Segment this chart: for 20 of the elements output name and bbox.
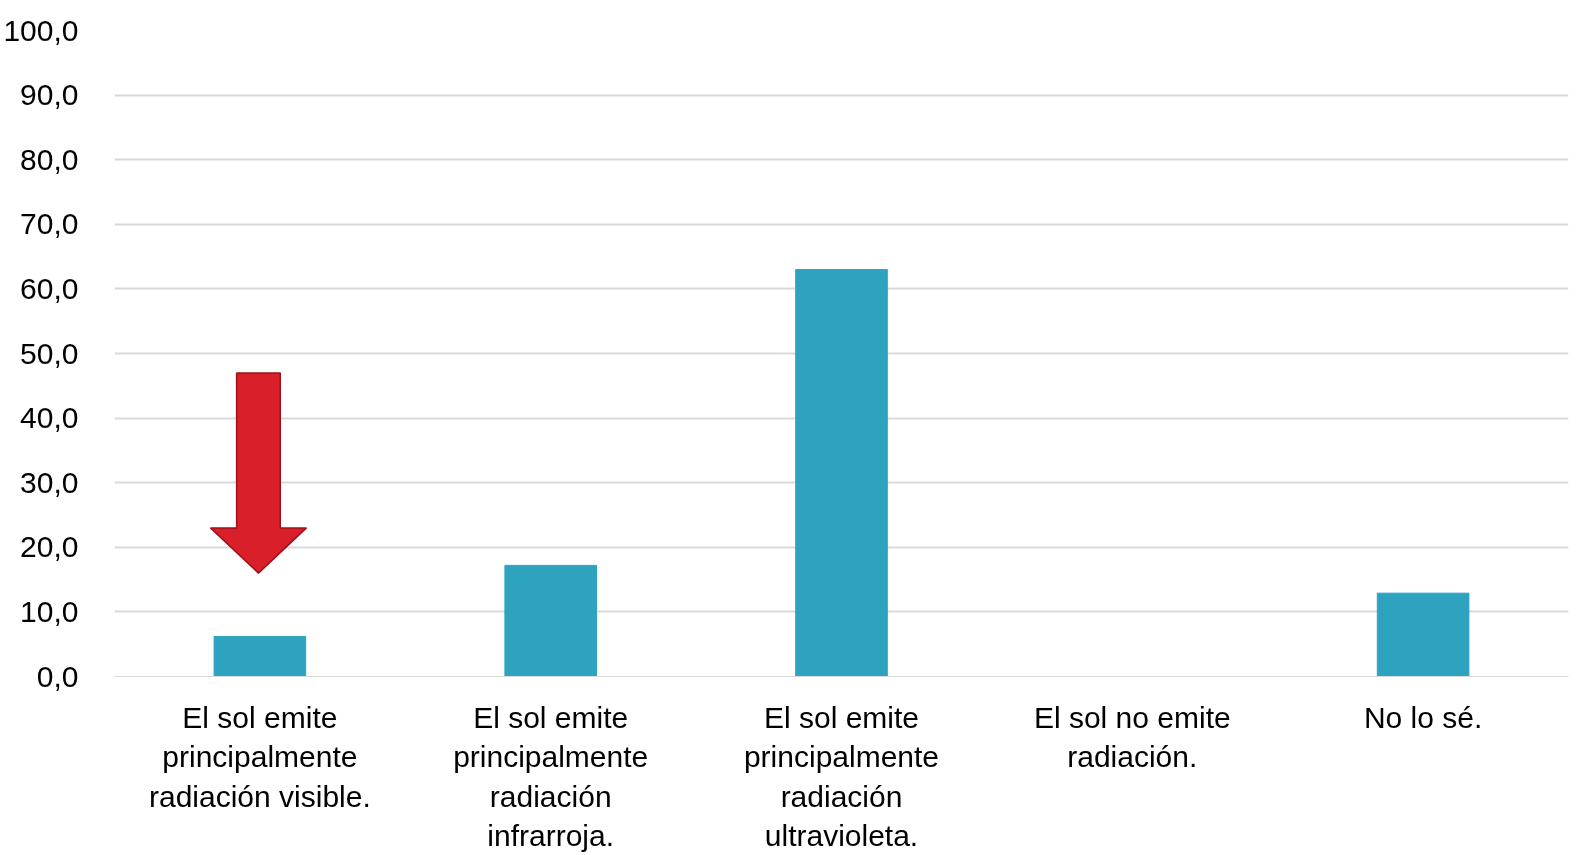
y-tick-label: 30,0 [20, 465, 79, 499]
x-tick-label: El sol emite principalmente radiación infrarroja. [453, 700, 649, 853]
bar [795, 269, 888, 677]
y-tick-label: 0,0 [36, 659, 79, 693]
y-tick-label: 70,0 [20, 207, 79, 241]
x-tick-label: El sol emite principalmente radiación visible. [149, 700, 371, 813]
bar [213, 635, 307, 677]
y-tick-label: 20,0 [20, 530, 79, 564]
y-tick-label: 80,0 [20, 142, 79, 176]
y-tick-label: 40,0 [20, 401, 79, 435]
y-tick-label: 100,0 [3, 13, 79, 47]
bar [504, 564, 597, 677]
x-tick-label: El sol no emite radiación. [1033, 700, 1231, 774]
y-tick-label: 10,0 [20, 594, 79, 628]
x-tick-label: No lo sé. [1363, 700, 1483, 734]
x-tick-label: El sol emite principalmente radiación ultravioleta. [743, 700, 940, 853]
y-tick-label: 90,0 [20, 78, 79, 112]
y-tick-label: 50,0 [20, 336, 79, 370]
bar [1376, 592, 1470, 677]
y-tick-label: 60,0 [20, 271, 79, 305]
